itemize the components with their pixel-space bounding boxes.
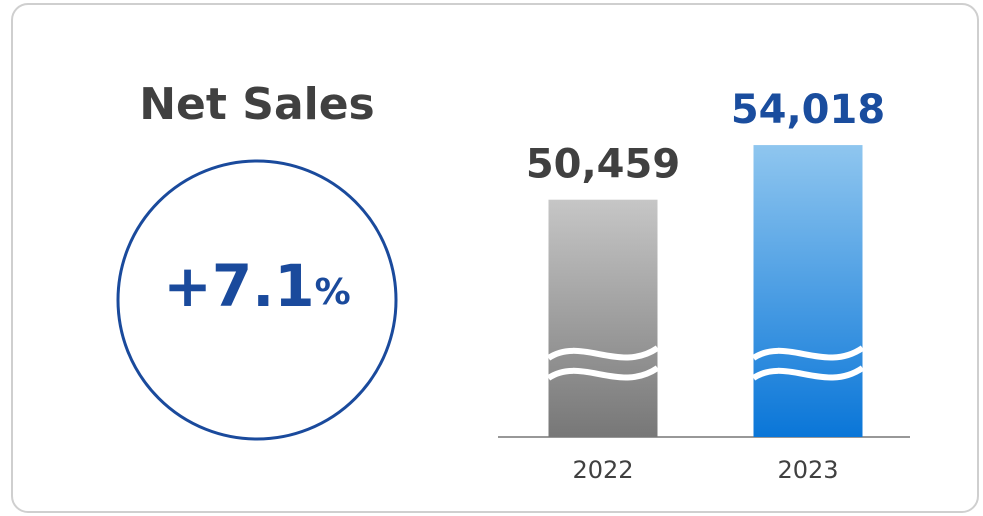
badge-value: +7.1	[163, 252, 314, 320]
bar	[753, 145, 863, 437]
value-label: 50,459	[526, 142, 680, 188]
axis-break	[751, 365, 865, 381]
axis-break	[546, 345, 660, 361]
card	[11, 3, 979, 513]
value-label: 54,018	[731, 87, 885, 133]
badge-unit: %	[315, 272, 351, 313]
chart-title: Net Sales	[139, 79, 375, 130]
axis-break	[751, 345, 865, 361]
bar	[548, 199, 658, 437]
x-tick-label: 2023	[777, 456, 838, 484]
x-tick-label: 2022	[572, 456, 633, 484]
axis-break	[546, 365, 660, 381]
badge-circle	[116, 159, 398, 441]
badge: +7.1%	[163, 252, 350, 320]
